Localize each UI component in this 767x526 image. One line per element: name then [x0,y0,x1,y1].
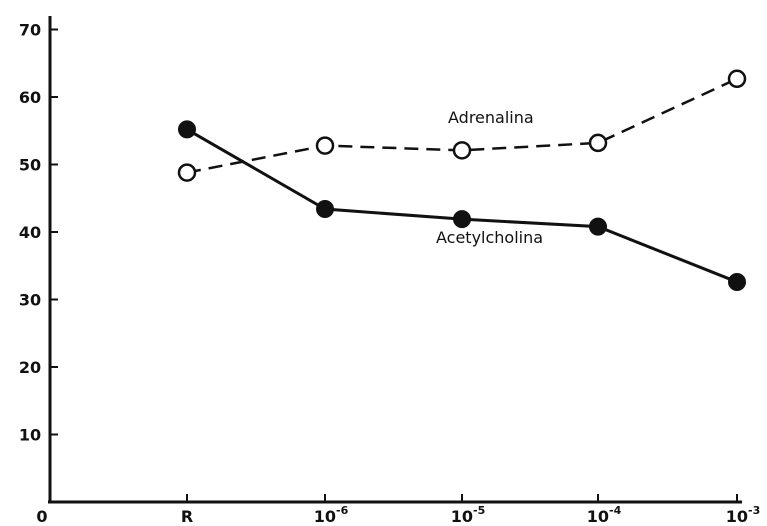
y-tick-label: 50 [19,156,41,175]
series-labels: Adrenalina Acetylcholina [436,108,543,247]
y-ticks: 10 20 30 40 50 60 70 [19,21,58,445]
x-ticks: R 10-6 10-5 10-4 10-3 [181,494,760,526]
data-point-adrenalina [588,133,608,153]
x-tick-label: R [181,507,193,526]
data-point-acetylcholina [453,210,471,229]
data-point-adrenalina [177,163,197,182]
x-origin-label: 0 [36,507,47,526]
series-label-acetylcholina: Acetylcholina [436,228,543,247]
y-tick-label: 20 [19,358,41,377]
data-point-adrenalina [727,69,747,89]
data-point-adrenalina [452,141,472,160]
y-tick-label: 70 [19,21,41,40]
y-tick-label: 60 [19,88,41,107]
series-label-adrenalina: Adrenalina [448,108,534,127]
data-point-acetylcholina [316,200,334,219]
x-tick-label: 10-4 [587,504,622,526]
data-point-acetylcholina [178,120,196,139]
x-tick-label: 10-6 [314,504,349,526]
series-layer [177,69,747,291]
x-axis: 0 [36,500,742,526]
y-tick-label: 40 [19,223,41,242]
x-tick-label: 10-5 [451,504,486,526]
data-point-adrenalina [315,136,335,155]
x-tick-label: 10-3 [726,504,761,526]
data-point-acetylcholina [589,217,607,236]
y-tick-label: 10 [19,426,41,445]
y-tick-label: 30 [19,291,41,310]
data-point-acetylcholina [728,272,746,291]
